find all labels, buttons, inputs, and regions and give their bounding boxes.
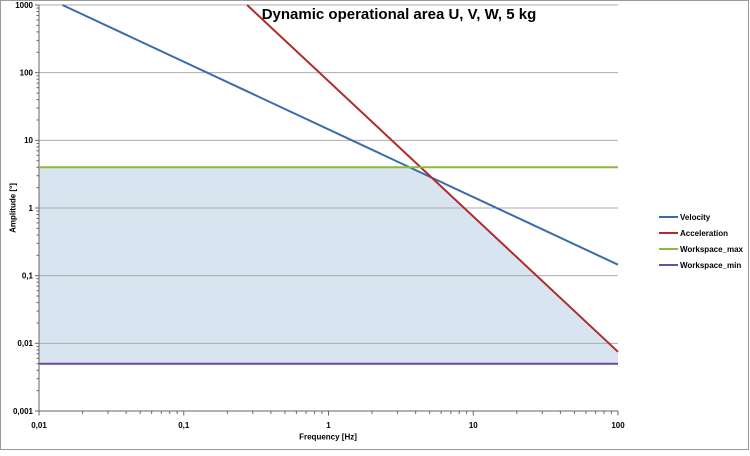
x-tick-label: 1 — [326, 421, 331, 430]
x-tick-label: 10 — [469, 421, 478, 430]
x-tick-label: 100 — [611, 421, 625, 430]
y-tick-label: 0,001 — [13, 407, 34, 416]
x-tick-label: 0,1 — [178, 421, 190, 430]
series-Velocity — [61, 4, 619, 266]
y-tick-label: 1 — [29, 204, 34, 213]
y-axis-title: Amplitude [°] — [8, 183, 18, 233]
y-tick-label: 1000 — [15, 1, 33, 10]
acceleration-line-swatch — [659, 232, 678, 234]
y-tick-label: 0,01 — [17, 339, 33, 348]
y-tick-label: 10 — [24, 136, 33, 145]
legend-label: Acceleration — [680, 228, 729, 238]
legend-label: Workspace_max — [680, 244, 743, 254]
operational-area — [39, 167, 618, 364]
legend: Velocity Acceleration Workspace_max Work… — [659, 209, 743, 273]
y-tick-label: 0,1 — [22, 272, 34, 281]
x-tick-label: 0,01 — [31, 421, 47, 430]
x-axis-title: Frequency [Hz] — [299, 432, 357, 442]
legend-item-workspace-max: Workspace_max — [659, 241, 743, 257]
legend-label: Workspace_min — [680, 260, 742, 270]
legend-item-workspace-min: Workspace_min — [659, 257, 743, 273]
legend-item-acceleration: Acceleration — [659, 225, 743, 241]
series-Acceleration — [246, 4, 619, 353]
workspace-max-line-swatch — [659, 248, 678, 250]
velocity-line-swatch — [659, 216, 678, 218]
legend-item-velocity: Velocity — [659, 209, 743, 225]
legend-label: Velocity — [680, 212, 711, 222]
y-tick-label: 100 — [20, 69, 34, 78]
workspace-min-line-swatch — [659, 264, 678, 266]
chart-title: Dynamic operational area U, V, W, 5 kg — [261, 6, 537, 23]
